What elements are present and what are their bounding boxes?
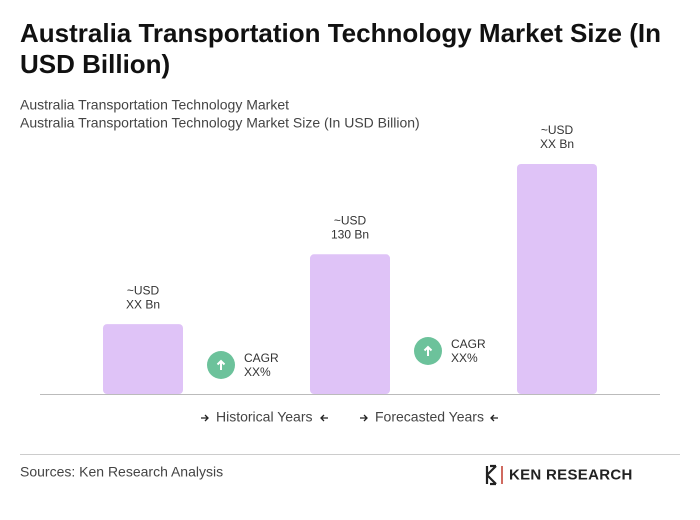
subtitle: Australia Transportation Technology Mark… [20, 115, 420, 131]
legend-label: Forecasted Years [375, 409, 484, 425]
legend-label: Historical Years [216, 409, 313, 425]
value-label: ~USD [541, 123, 574, 137]
chart-title: Australia Transportation Technology Mark… [20, 18, 661, 79]
logo-icon [485, 464, 497, 486]
source: Sources: Ken Research Analysis [20, 464, 223, 480]
cagr-arrow [423, 345, 433, 356]
arrow [360, 414, 368, 422]
arrow [490, 414, 498, 422]
bar [310, 254, 390, 394]
bar [517, 164, 597, 394]
cagr-label: CAGR [451, 337, 486, 351]
cagr-arrow [216, 359, 226, 370]
value-label: 130 Bn [331, 227, 369, 241]
arrow [320, 414, 328, 422]
legend: Historical Years Forecasted Years [201, 409, 498, 425]
arrow [201, 414, 209, 422]
cagr-label: XX% [244, 365, 271, 379]
cagr-label: XX% [451, 351, 478, 365]
value-label: XX Bn [126, 297, 160, 311]
value-label: ~USD [334, 213, 367, 227]
bar [103, 324, 183, 394]
value-label: ~USD [127, 283, 160, 297]
value-label: XX Bn [540, 137, 574, 151]
cagr-label: CAGR [244, 351, 279, 365]
subtitle: Australia Transportation Technology Mark… [20, 97, 289, 113]
logo-text: KEN RESEARCH [509, 466, 633, 483]
logo: KEN RESEARCH [485, 464, 633, 486]
